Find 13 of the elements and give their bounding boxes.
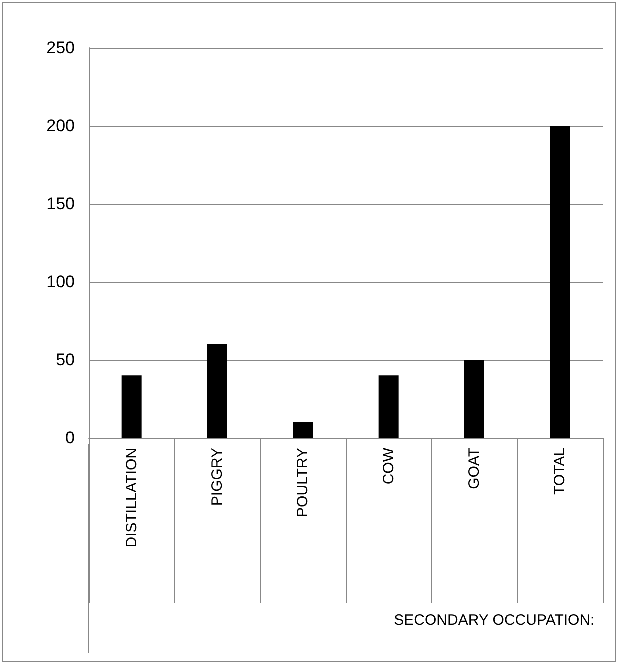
y-tick-label: 150 — [46, 194, 75, 214]
x-tick-label: POULTRY — [294, 448, 312, 518]
x-tick-label: GOAT — [466, 448, 483, 490]
y-tick-label: 200 — [46, 116, 75, 136]
y-tick-label: 100 — [46, 272, 75, 292]
x-tick-label: DISTILLATION — [123, 448, 140, 548]
x-tick-label: COW — [380, 447, 398, 485]
x-axis-title: SECONDARY OCCUPATION: — [394, 612, 595, 629]
x-tick-label: PIGGRY — [209, 448, 226, 506]
y-tick-label: 250 — [46, 38, 75, 58]
y-tick-label: 50 — [56, 350, 75, 370]
x-tick-label: TOTAL — [552, 448, 569, 495]
y-tick-label: 0 — [66, 428, 75, 448]
